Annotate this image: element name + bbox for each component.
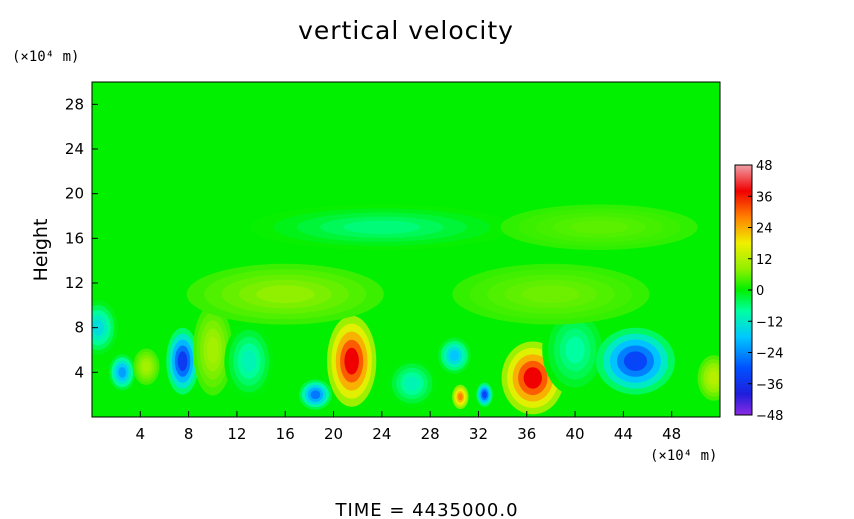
x-tick-label: 28	[421, 425, 440, 443]
heatmap-contour	[343, 220, 421, 234]
y-tick-label: 16	[65, 229, 84, 247]
heatmap-contour	[482, 391, 487, 399]
heatmap-contour	[241, 350, 257, 373]
heatmap-feature	[224, 323, 274, 400]
colorbar-tick-label: −48	[756, 409, 783, 424]
colorbar-tick-label: 48	[756, 159, 773, 174]
y-tick-label: 8	[74, 319, 84, 337]
x-tick-label: 4	[136, 425, 146, 443]
x-tick-label: 32	[469, 425, 488, 443]
heatmap-contour	[521, 285, 580, 304]
heatmap-contour	[449, 350, 460, 361]
heatmap-feature	[186, 263, 384, 325]
x-tick-label: 24	[372, 425, 391, 443]
heatmap-feature	[452, 384, 469, 410]
y-tick-label: 24	[65, 140, 84, 158]
y-tick-label: 20	[65, 185, 84, 203]
heatmap-feature	[500, 204, 698, 250]
heatmap-feature	[133, 348, 160, 385]
colorbar: 48 36 24 12 0 −12 −24 −36 −48	[734, 159, 783, 424]
heatmap-contour	[256, 285, 315, 304]
y-unit-label: (×10⁴ m)	[12, 49, 79, 65]
heatmap-feature	[298, 379, 332, 410]
x-tick-label: 16	[276, 425, 295, 443]
heatmap-feature	[697, 355, 720, 401]
y-axis-label: Height	[30, 219, 52, 282]
time-label: TIME = 4435000.0	[334, 500, 518, 519]
heatmap-feature	[193, 304, 233, 396]
heatmap-feature	[542, 304, 608, 396]
plot-area	[92, 82, 720, 417]
heatmap-contour	[206, 336, 219, 364]
heatmap-contour	[623, 351, 648, 371]
heatmap-contour	[142, 361, 151, 373]
heatmap-feature	[109, 354, 136, 391]
x-tick-label: 40	[566, 425, 585, 443]
y-tick-label: 12	[65, 274, 84, 292]
plot-border	[91, 81, 721, 418]
heatmap-feature	[92, 300, 118, 355]
heatmap-feature	[452, 263, 650, 325]
y-tick-label: 4	[74, 363, 84, 381]
x-tick-label: 48	[662, 425, 681, 443]
colorbar-tick-label: 24	[756, 222, 773, 237]
x-tick-label: 36	[517, 425, 536, 443]
x-unit-label: (×10⁴ m)	[650, 448, 717, 464]
colorbar-tick-label: −12	[756, 315, 783, 330]
heatmap-contour	[565, 336, 585, 364]
heatmap-feature	[387, 359, 437, 408]
x-tick-label: 8	[184, 425, 194, 443]
heatmap-feature	[437, 337, 471, 374]
x-tick-label: 12	[227, 425, 246, 443]
heatmap-feature	[250, 204, 514, 250]
x-tick-label: 20	[324, 425, 343, 443]
heatmap-contour	[570, 220, 629, 234]
heatmap-contour	[118, 366, 127, 378]
heatmap-contour	[457, 393, 463, 401]
heatmap-contour	[404, 376, 420, 391]
heatmap-feature	[596, 327, 675, 395]
colorbar-tick-label: 12	[756, 253, 773, 268]
x-tick-label: 44	[614, 425, 633, 443]
x-axis: 4 8 12 16 20 24 28 32 36 40 44 48	[136, 411, 681, 443]
y-axis: 4 8 12 16 20 24 28	[65, 95, 98, 381]
colorbar-tick-label: −24	[756, 347, 783, 362]
chart-title: vertical velocity	[298, 16, 514, 45]
colorbar-tick-label: 0	[756, 284, 764, 299]
heatmap-feature	[476, 382, 493, 407]
heatmap-contour	[177, 351, 188, 371]
heatmap-feature	[327, 315, 377, 407]
heatmap-contour	[92, 319, 104, 336]
heatmap-contour	[344, 347, 359, 375]
heatmap-contour	[523, 367, 542, 389]
heatmap-contour	[709, 371, 719, 385]
heatmap-feature	[166, 327, 200, 395]
heatmap-contour	[310, 390, 321, 400]
y-tick-label: 28	[65, 95, 84, 113]
colorbar-tick-label: −36	[756, 378, 783, 393]
colorbar-tick-label: 36	[756, 190, 773, 205]
